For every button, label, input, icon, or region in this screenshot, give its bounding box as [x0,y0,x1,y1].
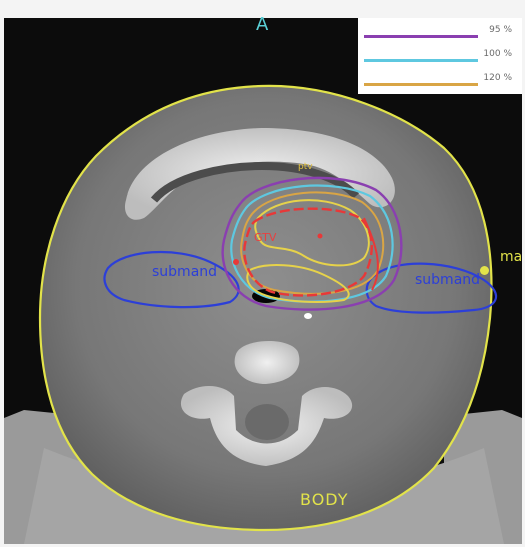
marker-dot [480,266,489,275]
legend-swatch-95 [364,35,478,38]
gtv-label: GTV [254,231,277,244]
isodose-yellow-inner [254,199,370,267]
isodose-120-line [240,191,385,295]
dose-point-marker [317,233,323,239]
isodose-100-line [230,184,394,303]
legend-label-100: 100 % [483,49,512,59]
submandibular-right-contour [365,262,498,314]
ct-slice-graphic [4,84,522,544]
submandibular-left-label: submand [152,264,218,280]
isodose-inline-label: ptv [298,162,313,172]
marker-label: ma [500,249,523,265]
vertebral-arch [180,385,353,466]
spinal-canal [245,404,289,440]
ct-scan-image [4,18,522,544]
gtv-contour [243,207,373,297]
legend-item-100: 100 % [364,46,518,66]
isodose-yellow-lower [246,264,350,303]
dose-point-marker [233,259,239,265]
orientation-label: A [256,14,269,35]
legend-label-120: 120 % [483,73,512,83]
legend-swatch-120 [364,83,478,86]
oral-cavity [150,161,359,203]
isodose-legend: 95 % 100 % 120 % [358,18,522,94]
body-label: BODY [300,490,349,509]
isodose-red-arc [363,217,379,291]
legend-swatch-100 [364,59,478,62]
mandible [124,128,395,220]
legend-item-120: 120 % [364,70,518,90]
legend-label-95: 95 % [489,25,512,35]
legend-item-95: 95 % [364,22,518,42]
vertebral-body [234,340,300,384]
isodose-95-line [221,176,403,311]
hyoid-fragment [304,313,312,319]
submandibular-right-label: submand [415,272,481,288]
submandibular-left-contour [103,250,240,309]
